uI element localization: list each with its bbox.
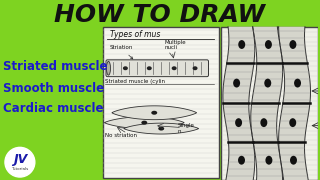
Ellipse shape — [235, 118, 242, 127]
Ellipse shape — [172, 66, 177, 70]
Text: JV: JV — [13, 153, 27, 166]
Polygon shape — [105, 117, 184, 129]
Text: Single
n: Single n — [177, 123, 194, 134]
Text: Smooth muscle: Smooth muscle — [3, 82, 104, 94]
Polygon shape — [112, 106, 196, 120]
Text: Striated muscle: Striated muscle — [3, 60, 108, 73]
Ellipse shape — [141, 121, 147, 125]
Ellipse shape — [233, 79, 240, 87]
Ellipse shape — [151, 111, 157, 115]
Ellipse shape — [265, 156, 272, 165]
Ellipse shape — [265, 40, 272, 49]
Ellipse shape — [238, 40, 245, 49]
Text: Cardiac muscle: Cardiac muscle — [3, 102, 103, 115]
Ellipse shape — [158, 127, 164, 130]
Ellipse shape — [147, 66, 152, 70]
FancyBboxPatch shape — [106, 60, 209, 77]
Ellipse shape — [290, 156, 297, 165]
Bar — [102, 27, 219, 178]
Ellipse shape — [294, 79, 301, 87]
Polygon shape — [124, 123, 198, 134]
Text: HOW TO DRAW: HOW TO DRAW — [54, 3, 265, 27]
Polygon shape — [279, 27, 310, 180]
Polygon shape — [251, 27, 283, 180]
Text: Striation: Striation — [109, 46, 133, 59]
Polygon shape — [223, 27, 255, 180]
Text: Tutorials: Tutorials — [11, 167, 28, 171]
Text: Multiple
nucli: Multiple nucli — [164, 40, 186, 50]
Ellipse shape — [123, 66, 128, 70]
Ellipse shape — [193, 66, 197, 70]
Text: Types of mus: Types of mus — [110, 30, 161, 39]
Ellipse shape — [264, 79, 271, 87]
Ellipse shape — [289, 40, 296, 49]
Text: Striated muscle (cylin: Striated muscle (cylin — [106, 79, 165, 84]
Text: No striation: No striation — [106, 133, 138, 138]
Ellipse shape — [238, 156, 245, 165]
Ellipse shape — [107, 61, 110, 75]
Bar — [221, 27, 318, 180]
Circle shape — [5, 147, 35, 177]
Ellipse shape — [260, 118, 267, 127]
Ellipse shape — [289, 118, 296, 127]
